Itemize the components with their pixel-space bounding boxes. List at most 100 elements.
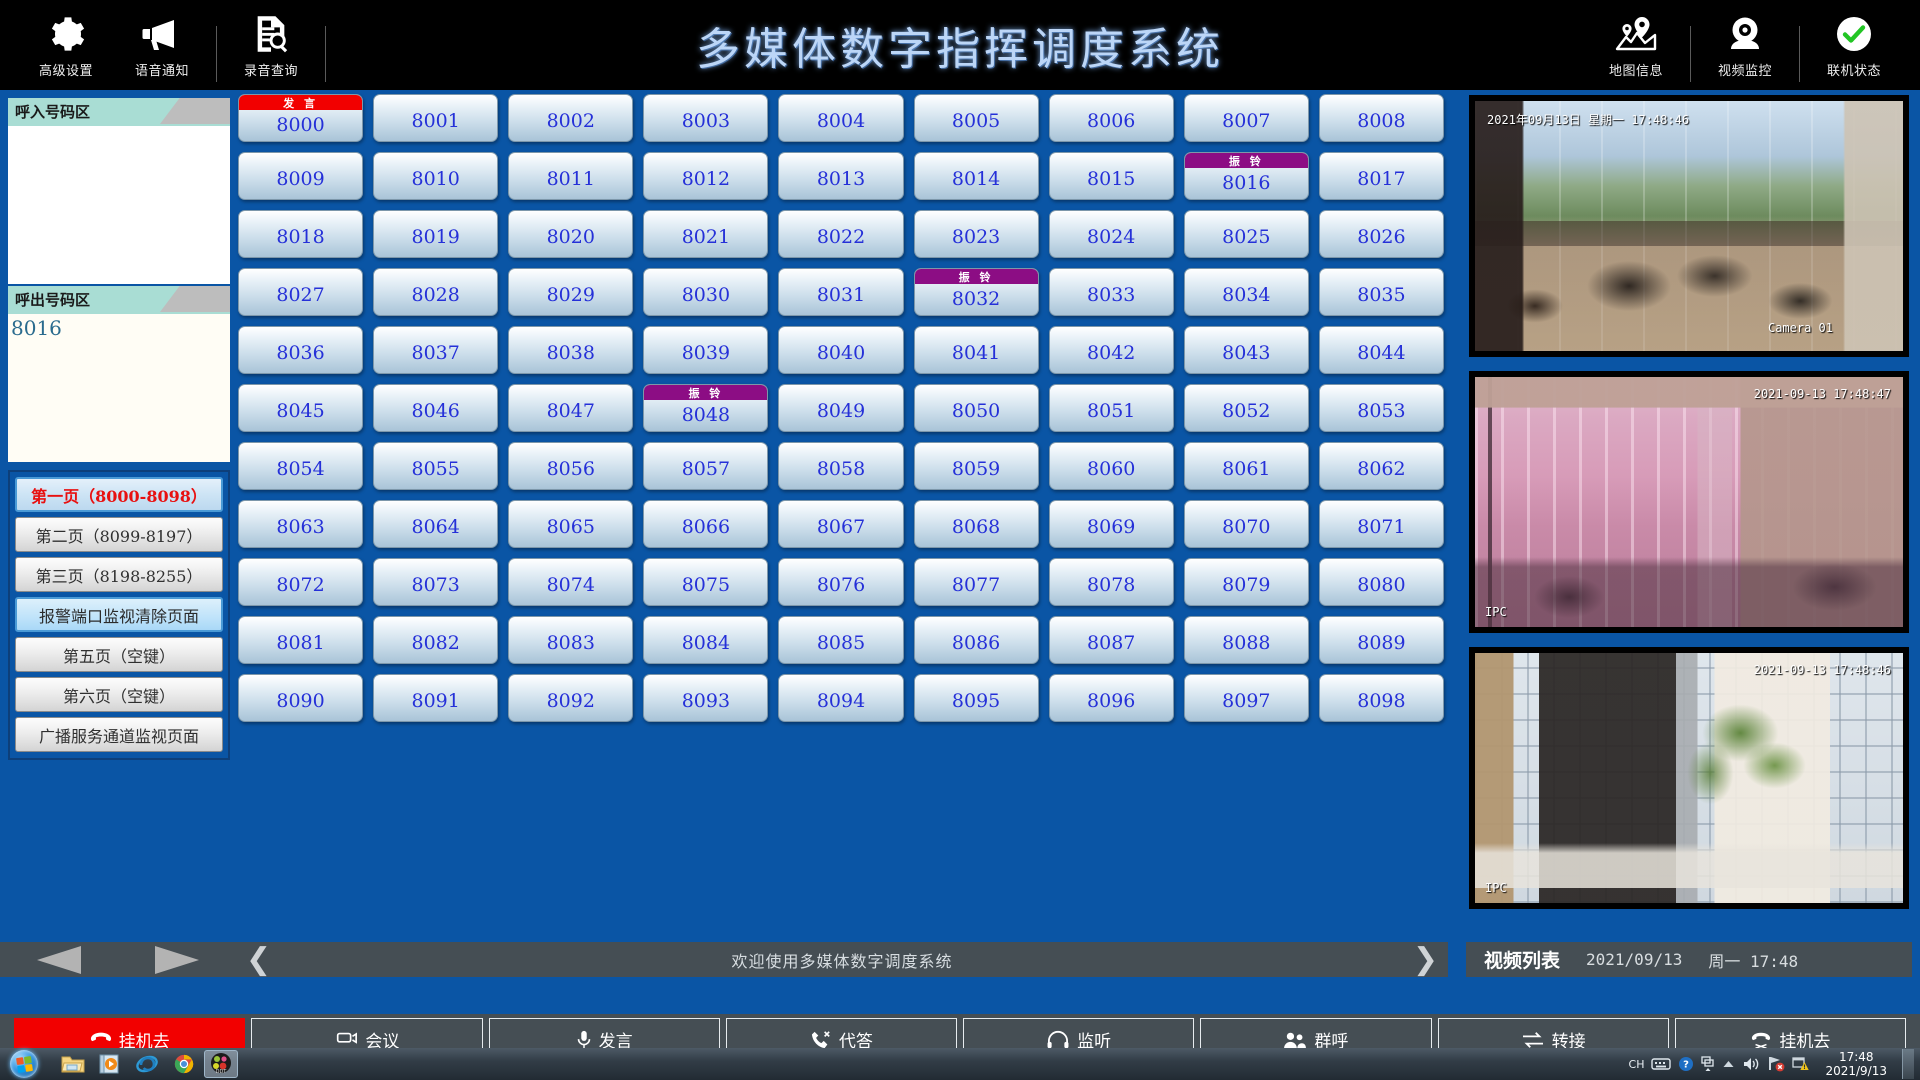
extension-key-8013[interactable]: 8013 — [778, 152, 904, 200]
extension-key-8030[interactable]: 8030 — [643, 268, 769, 316]
extension-key-8055[interactable]: 8055 — [373, 442, 499, 490]
action-button-transfer[interactable]: 转接 — [1437, 1018, 1669, 1060]
extension-key-8029[interactable]: 8029 — [508, 268, 634, 316]
extension-key-8049[interactable]: 8049 — [778, 384, 904, 432]
extension-key-8044[interactable]: 8044 — [1318, 326, 1444, 374]
extension-key-8059[interactable]: 8059 — [913, 442, 1039, 490]
extension-key-8011[interactable]: 8011 — [508, 152, 634, 200]
video-tile-camera-02[interactable]: 2021-09-13 17:48:47 IPC — [1466, 368, 1912, 636]
extension-key-8070[interactable]: 8070 — [1183, 500, 1309, 548]
extension-key-8045[interactable]: 8045 — [238, 384, 364, 432]
extension-key-8025[interactable]: 8025 — [1183, 210, 1309, 258]
extension-key-8019[interactable]: 8019 — [373, 210, 499, 258]
extension-key-8040[interactable]: 8040 — [778, 326, 904, 374]
extension-key-8015[interactable]: 8015 — [1048, 152, 1174, 200]
extension-key-8057[interactable]: 8057 — [643, 442, 769, 490]
video-tile-camera-01[interactable]: 2021年09月13日 星期一 17:48:46 Camera 01 — [1466, 92, 1912, 360]
ddt-app-icon[interactable]: DDT — [204, 1050, 238, 1078]
extension-key-8035[interactable]: 8035 — [1318, 268, 1444, 316]
extension-key-8061[interactable]: 8061 — [1183, 442, 1309, 490]
extension-key-8098[interactable]: 8098 — [1318, 674, 1444, 722]
extension-key-8027[interactable]: 8027 — [238, 268, 364, 316]
page-button-alarm-monitor[interactable]: 报警端口监视清除页面 — [15, 597, 223, 632]
extension-key-8024[interactable]: 8024 — [1048, 210, 1174, 258]
chevron-left-icon[interactable]: ❮ — [246, 941, 272, 977]
extension-key-8003[interactable]: 8003 — [643, 94, 769, 142]
page-button-3[interactable]: 第三页（8198-8255） — [15, 557, 223, 592]
extension-key-8097[interactable]: 8097 — [1183, 674, 1309, 722]
extension-key-8086[interactable]: 8086 — [913, 616, 1039, 664]
help-icon[interactable]: ? — [1678, 1056, 1694, 1072]
extension-key-8065[interactable]: 8065 — [508, 500, 634, 548]
keyboard-icon[interactable] — [1651, 1057, 1672, 1071]
ime-indicator[interactable]: CH — [1628, 1057, 1645, 1071]
extension-key-8090[interactable]: 8090 — [238, 674, 364, 722]
extension-key-8076[interactable]: 8076 — [778, 558, 904, 606]
extension-key-8073[interactable]: 8073 — [373, 558, 499, 606]
page-button-1[interactable]: 第一页（8000-8098） — [15, 477, 223, 512]
action-button-group-call[interactable]: 群呼 — [1200, 1018, 1432, 1060]
extension-key-8081[interactable]: 8081 — [238, 616, 364, 664]
extension-key-8048[interactable]: 振 铃 8048 — [643, 384, 769, 432]
page-button-5[interactable]: 第五页（空键） — [15, 637, 223, 672]
extension-key-8085[interactable]: 8085 — [778, 616, 904, 664]
extension-key-8078[interactable]: 8078 — [1048, 558, 1174, 606]
extension-key-8082[interactable]: 8082 — [373, 616, 499, 664]
extension-key-8037[interactable]: 8037 — [373, 326, 499, 374]
extension-key-8072[interactable]: 8072 — [238, 558, 364, 606]
action-button-meeting[interactable]: 会议 — [251, 1018, 483, 1060]
page-button-6[interactable]: 第六页（空键） — [15, 677, 223, 712]
extension-key-8089[interactable]: 8089 — [1318, 616, 1444, 664]
start-button[interactable] — [2, 1049, 46, 1079]
action-button-answer[interactable]: 代答 — [725, 1018, 957, 1060]
extension-key-8068[interactable]: 8068 — [913, 500, 1039, 548]
extension-key-8088[interactable]: 8088 — [1183, 616, 1309, 664]
extension-key-8062[interactable]: 8062 — [1318, 442, 1444, 490]
show-desktop-button[interactable] — [1902, 1049, 1914, 1079]
header-tool-video-monitor[interactable]: 视频监控 — [1697, 0, 1793, 90]
extension-key-8004[interactable]: 8004 — [778, 94, 904, 142]
extension-key-8033[interactable]: 8033 — [1048, 268, 1174, 316]
extension-key-8067[interactable]: 8067 — [778, 500, 904, 548]
extension-key-8026[interactable]: 8026 — [1318, 210, 1444, 258]
extension-key-8093[interactable]: 8093 — [643, 674, 769, 722]
extension-key-8005[interactable]: 8005 — [913, 94, 1039, 142]
extension-key-8000[interactable]: 发 言 8000 — [238, 94, 364, 142]
extension-key-8001[interactable]: 8001 — [373, 94, 499, 142]
outgoing-number-list[interactable]: 8016 — [8, 312, 230, 462]
extension-key-8009[interactable]: 8009 — [238, 152, 364, 200]
header-tool-voice-notice[interactable]: 语音通知 — [114, 0, 210, 90]
explorer-icon[interactable] — [56, 1050, 90, 1078]
extension-key-8007[interactable]: 8007 — [1183, 94, 1309, 142]
taskbar-clock[interactable]: 17:48 2021/9/13 — [1817, 1050, 1895, 1078]
arrow-right-icon[interactable] — [155, 945, 199, 974]
extension-key-8021[interactable]: 8021 — [643, 210, 769, 258]
extension-key-8046[interactable]: 8046 — [373, 384, 499, 432]
volume-icon[interactable] — [1742, 1056, 1760, 1072]
extension-key-8006[interactable]: 8006 — [1048, 94, 1174, 142]
extension-key-8047[interactable]: 8047 — [508, 384, 634, 432]
extension-key-8031[interactable]: 8031 — [778, 268, 904, 316]
header-tool-advanced-settings[interactable]: 高级设置 — [18, 0, 114, 90]
extension-key-8002[interactable]: 8002 — [508, 94, 634, 142]
extension-key-8018[interactable]: 8018 — [238, 210, 364, 258]
header-tool-record-query[interactable]: 录音查询 — [223, 0, 319, 90]
extension-key-8060[interactable]: 8060 — [1048, 442, 1174, 490]
extension-key-8043[interactable]: 8043 — [1183, 326, 1309, 374]
video-tile-camera-03[interactable]: 2021-09-13 17:48:46 IPC — [1466, 644, 1912, 912]
chevron-right-icon[interactable]: ❯ — [1412, 941, 1438, 977]
internet-explorer-icon[interactable] — [130, 1050, 164, 1078]
network-error-icon[interactable] — [1767, 1056, 1785, 1072]
video-list-title[interactable]: 视频列表 — [1484, 950, 1561, 972]
extension-key-8034[interactable]: 8034 — [1183, 268, 1309, 316]
extension-key-8052[interactable]: 8052 — [1183, 384, 1309, 432]
extension-key-8077[interactable]: 8077 — [913, 558, 1039, 606]
extension-key-8074[interactable]: 8074 — [508, 558, 634, 606]
extension-key-8008[interactable]: 8008 — [1318, 94, 1444, 142]
extension-key-8069[interactable]: 8069 — [1048, 500, 1174, 548]
extension-key-8083[interactable]: 8083 — [508, 616, 634, 664]
extension-key-8010[interactable]: 8010 — [373, 152, 499, 200]
extension-key-8071[interactable]: 8071 — [1318, 500, 1444, 548]
extension-key-8064[interactable]: 8064 — [373, 500, 499, 548]
page-button-broadcast-monitor[interactable]: 广播服务通道监视页面 — [15, 717, 223, 752]
